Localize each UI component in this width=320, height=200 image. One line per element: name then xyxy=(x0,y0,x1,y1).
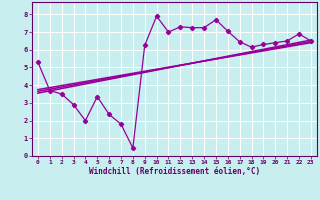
X-axis label: Windchill (Refroidissement éolien,°C): Windchill (Refroidissement éolien,°C) xyxy=(89,167,260,176)
